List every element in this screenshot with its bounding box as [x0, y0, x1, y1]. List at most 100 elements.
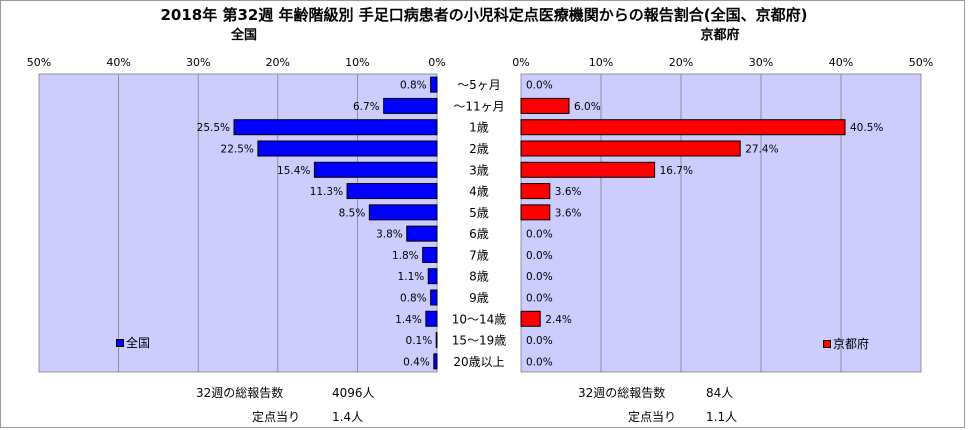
- national-per-site-value: 1.4人: [332, 410, 364, 424]
- national-bar-value-label: 1.4%: [395, 314, 422, 326]
- kyoto-x-tick-label: 30%: [749, 56, 773, 69]
- national-bar-value-label: 3.8%: [376, 229, 403, 241]
- age-category-labels: ～5ヶ月 ～11ヶ月 1歳 2歳 3歳 4歳 5歳 6歳 7歳 8歳 9歳 10～14歳 15～19歳 2…: [452, 78, 507, 369]
- kyoto-bar: [520, 204, 551, 221]
- national-x-tick-labels: 0% 10% 20% 30% 40% 50%: [27, 56, 446, 69]
- kyoto-bar-value-label: 0.0%: [526, 356, 553, 368]
- kyoto-legend: 京都府: [823, 335, 869, 352]
- national-bar: [368, 204, 438, 221]
- kyoto-x-tick-label: 40%: [829, 56, 853, 69]
- national-bar-value-label: 1.1%: [398, 271, 425, 283]
- age-category-label: 15～19歳: [452, 334, 507, 348]
- national-bar: [313, 161, 438, 178]
- kyoto-total-label: 32週の総報告数: [578, 386, 666, 400]
- kyoto-bar-value-label: 0.0%: [526, 335, 553, 347]
- national-panel-title: 全国: [230, 28, 258, 43]
- kyoto-per-site-label: 定点当り: [628, 410, 677, 424]
- kyoto-plot-area: [520, 73, 922, 373]
- kyoto-bar: [520, 161, 656, 178]
- national-bar: [406, 225, 438, 242]
- kyoto-bar-value-label: 27.4%: [745, 144, 778, 156]
- national-bar: [422, 246, 438, 263]
- national-bar-value-label: 0.8%: [400, 80, 427, 92]
- national-bar-value-label: 25.5%: [197, 122, 230, 134]
- kyoto-bar-value-label: 0.0%: [526, 250, 553, 262]
- kyoto-bar-value-label: 3.6%: [555, 207, 582, 219]
- age-category-label: 10～14歳: [452, 312, 507, 326]
- national-bar: [257, 140, 438, 157]
- kyoto-x-tick-label: 10%: [589, 56, 613, 69]
- kyoto-bar: [520, 119, 846, 136]
- national-bar: [430, 289, 438, 306]
- kyoto-bar-value-label: 40.5%: [850, 122, 883, 134]
- national-bar-value-label: 0.8%: [400, 293, 427, 305]
- national-bar: [425, 310, 438, 327]
- national-legend-swatch: [116, 338, 124, 347]
- age-category-label: 9歳: [469, 291, 489, 305]
- national-legend-label: 全国: [126, 336, 151, 350]
- age-category-label: 1歳: [469, 121, 489, 135]
- kyoto-bar-value-label: 0.0%: [526, 271, 553, 283]
- age-category-label: 5歳: [469, 206, 489, 220]
- national-bar-value-label: 15.4%: [277, 165, 310, 177]
- age-category-label: ～5ヶ月: [457, 78, 501, 92]
- national-total-label: 32週の総報告数: [196, 386, 284, 400]
- national-x-tick-label: 0%: [428, 56, 445, 69]
- national-bar: [233, 119, 438, 136]
- kyoto-bar-value-label: 0.0%: [526, 80, 553, 92]
- kyoto-bar: [520, 310, 541, 327]
- national-plot-area: [38, 73, 438, 373]
- kyoto-bar-value-label: 6.0%: [574, 101, 601, 113]
- kyoto-bar: [520, 140, 741, 157]
- national-legend: 全国: [116, 334, 150, 351]
- national-bar-value-label: 22.5%: [221, 144, 254, 156]
- age-category-label: ～11ヶ月: [453, 99, 504, 113]
- national-x-tick-label: 30%: [186, 56, 210, 69]
- age-category-label: 6歳: [469, 227, 489, 241]
- national-x-tick-label: 10%: [345, 56, 369, 69]
- chart-title: 2018年 第32週 年齢階級別 手足口病患者の小児科定点医療機関からの報告割合…: [160, 6, 808, 24]
- national-bar-value-label: 11.3%: [310, 186, 343, 198]
- national-bar: [427, 268, 438, 285]
- national-bar: [430, 76, 438, 93]
- national-bar: [435, 332, 438, 349]
- national-x-tick-label: 20%: [266, 56, 290, 69]
- national-bar: [346, 183, 438, 200]
- national-bar-value-label: 1.8%: [392, 250, 419, 262]
- national-per-site-label: 定点当り: [252, 410, 301, 424]
- national-x-tick-label: 40%: [106, 56, 130, 69]
- kyoto-bar: [520, 97, 570, 114]
- kyoto-x-tick-label: 50%: [909, 56, 933, 69]
- kyoto-panel-title: 京都府: [700, 28, 740, 43]
- kyoto-legend-swatch: [823, 339, 831, 348]
- age-category-label: 2歳: [469, 142, 489, 156]
- age-category-label: 4歳: [469, 185, 489, 199]
- kyoto-x-tick-labels: 0% 10% 20% 30% 40% 50%: [512, 56, 933, 69]
- kyoto-bar-value-label: 16.7%: [660, 165, 693, 177]
- kyoto-bars: 0.0%6.0%40.5%27.4%16.7%3.6%3.6%0.0%0.0%0…: [520, 80, 883, 368]
- kyoto-x-tick-label: 0%: [512, 56, 529, 69]
- kyoto-legend-label: 京都府: [833, 337, 870, 351]
- age-category-label: 7歳: [469, 248, 489, 262]
- age-category-label: 8歳: [469, 270, 489, 284]
- kyoto-bar: [520, 183, 551, 200]
- kyoto-per-site-value: 1.1人: [706, 410, 738, 424]
- national-bar-value-label: 6.7%: [353, 101, 380, 113]
- national-bar-value-label: 0.1%: [406, 335, 433, 347]
- national-bar: [433, 353, 438, 370]
- kyoto-total-value: 84人: [706, 386, 734, 400]
- national-bar: [383, 97, 438, 114]
- national-x-tick-label: 50%: [27, 56, 51, 69]
- age-category-label: 3歳: [469, 163, 489, 177]
- national-bar-value-label: 8.5%: [339, 207, 366, 219]
- national-bars: 0.8% 6.7% 25.5% 22.5% 15.4%11.3% 8.5% 3.8% 1.8%…: [197, 76, 438, 370]
- national-total-value: 4096人: [332, 386, 375, 400]
- kyoto-bar-value-label: 0.0%: [526, 229, 553, 241]
- kyoto-bar-value-label: 3.6%: [555, 186, 582, 198]
- national-bar-value-label: 0.4%: [403, 356, 430, 368]
- kyoto-x-tick-label: 20%: [669, 56, 693, 69]
- age-category-label: 20歳以上: [453, 355, 504, 369]
- kyoto-bar-value-label: 0.0%: [526, 293, 553, 305]
- kyoto-bar-value-label: 2.4%: [545, 314, 572, 326]
